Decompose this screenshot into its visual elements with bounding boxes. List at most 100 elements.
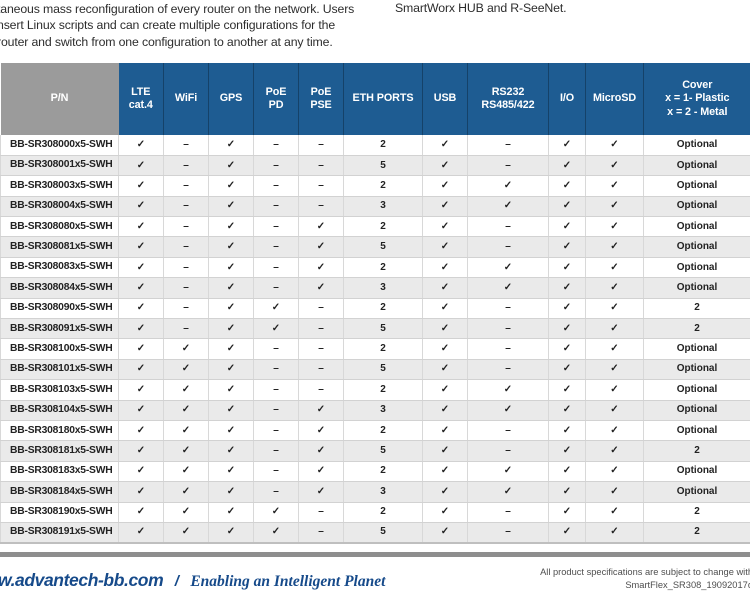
feature-cell-lte: ✓ xyxy=(118,400,164,421)
document-id: SmartFlex_SR308_19092017d xyxy=(625,579,750,590)
feature-cell-lte: ✓ xyxy=(118,461,164,483)
feature-cell-wifi: ✓ xyxy=(163,379,209,401)
feature-cell-io: ✓ xyxy=(548,522,586,544)
feature-cell-eth-ports: 5 xyxy=(343,359,423,381)
feature-cell-gps: ✓ xyxy=(208,440,254,462)
feature-cell-cover: Optional xyxy=(643,277,750,299)
table-row: BB-SR308004x5-SWH ✓ – ✓ – –3 ✓ ✓ ✓ ✓ Optional xyxy=(0,196,750,218)
feature-cell-eth-ports: 5 xyxy=(343,155,423,177)
feature-cell-poe-pse: – xyxy=(298,379,344,401)
part-number-cell: BB-SR308191x5-SWH xyxy=(0,522,119,544)
feature-cell-poe-pd: – xyxy=(253,359,299,381)
feature-cell-io: ✓ xyxy=(548,175,586,197)
feature-cell-microsd: ✓ xyxy=(585,277,644,299)
feature-cell-poe-pd: – xyxy=(253,155,299,177)
table-row: BB-SR308190x5-SWH ✓ ✓ ✓ ✓ –2 ✓ – ✓ ✓ 2 xyxy=(0,502,750,523)
feature-cell-rs232: – xyxy=(467,338,549,360)
part-number-cell: BB-SR308090x5-SWH xyxy=(0,298,119,320)
feature-cell-usb: ✓ xyxy=(422,196,468,218)
feature-cell-poe-pd: – xyxy=(253,338,299,360)
feature-cell-wifi: – xyxy=(163,318,209,340)
part-number-cell: BB-SR308001x5-SWH xyxy=(0,155,119,177)
feature-cell-eth-ports: 2 xyxy=(343,461,423,483)
feature-cell-usb: ✓ xyxy=(422,175,468,197)
feature-cell-lte: ✓ xyxy=(118,379,164,401)
feature-cell-usb: ✓ xyxy=(422,502,468,523)
feature-cell-microsd: ✓ xyxy=(585,298,644,320)
website-link[interactable]: w.advantech-bb.com xyxy=(0,570,164,590)
feature-cell-wifi: ✓ xyxy=(163,420,209,442)
feature-cell-lte: ✓ xyxy=(118,359,164,381)
feature-cell-poe-pse: ✓ xyxy=(298,461,344,483)
feature-cell-lte: ✓ xyxy=(118,175,164,197)
feature-cell-io: ✓ xyxy=(548,481,586,503)
feature-cell-microsd: ✓ xyxy=(585,236,644,258)
feature-cell-poe-pd: – xyxy=(253,379,299,401)
feature-cell-rs232: – xyxy=(467,298,549,320)
table-row: BB-SR308180x5-SWH ✓ ✓ ✓ – ✓ 2 ✓ – ✓ ✓ Optional xyxy=(0,420,750,442)
part-number-cell: BB-SR308003x5-SWH xyxy=(0,175,119,197)
part-number-cell: BB-SR308101x5-SWH xyxy=(0,359,119,381)
feature-cell-io: ✓ xyxy=(548,277,586,299)
feature-cell-gps: ✓ xyxy=(208,216,254,238)
part-number-cell: BB-SR308181x5-SWH xyxy=(0,440,119,462)
feature-cell-gps: ✓ xyxy=(208,135,254,156)
table-row: BB-SR308181x5-SWH ✓ ✓ ✓ – ✓ 5 ✓ – ✓ ✓ 2 xyxy=(0,440,750,462)
feature-cell-poe-pse: ✓ xyxy=(298,277,344,299)
feature-cell-cover: Optional xyxy=(643,155,750,177)
feature-cell-eth-ports: 2 xyxy=(343,338,423,360)
feature-cell-usb: ✓ xyxy=(422,318,468,340)
part-number-cell: BB-SR308104x5-SWH xyxy=(0,400,119,421)
feature-cell-lte: ✓ xyxy=(118,420,164,442)
feature-cell-usb: ✓ xyxy=(422,379,468,401)
feature-cell-poe-pse: – xyxy=(298,522,344,544)
table-row: BB-SR308084x5-SWH ✓ – ✓ – ✓ 3 ✓ ✓ ✓ ✓ Optional xyxy=(0,277,750,299)
feature-cell-rs232: ✓ xyxy=(467,379,549,401)
column-header-microsd: MicroSD xyxy=(585,63,644,135)
feature-cell-microsd: ✓ xyxy=(585,461,644,483)
feature-cell-poe-pd: ✓ xyxy=(253,318,299,340)
feature-cell-cover: 2 xyxy=(643,502,750,523)
feature-cell-poe-pd: – xyxy=(253,400,299,421)
part-number-cell: BB-SR308103x5-SWH xyxy=(0,379,119,401)
feature-cell-microsd: ✓ xyxy=(585,338,644,360)
feature-cell-poe-pd: – xyxy=(253,440,299,462)
feature-cell-usb: ✓ xyxy=(422,400,468,421)
feature-cell-microsd: ✓ xyxy=(585,502,644,523)
feature-cell-gps: ✓ xyxy=(208,502,254,523)
feature-cell-io: ✓ xyxy=(548,440,586,462)
feature-cell-wifi: ✓ xyxy=(163,440,209,462)
part-number-cell: BB-SR308080x5-SWH xyxy=(0,216,119,238)
column-header-wifi: WiFi xyxy=(163,63,209,135)
feature-cell-microsd: ✓ xyxy=(585,359,644,381)
feature-cell-io: ✓ xyxy=(548,196,586,218)
feature-cell-poe-pse: ✓ xyxy=(298,216,344,238)
feature-cell-microsd: ✓ xyxy=(585,135,644,156)
feature-cell-lte: ✓ xyxy=(118,522,164,544)
feature-cell-eth-ports: 2 xyxy=(343,298,423,320)
feature-cell-poe-pse: ✓ xyxy=(298,257,344,279)
feature-cell-rs232: – xyxy=(467,502,549,523)
feature-cell-io: ✓ xyxy=(548,257,586,279)
feature-cell-rs232: – xyxy=(467,135,549,156)
column-header-rs232: RS232 RS485/422 xyxy=(467,63,549,135)
feature-cell-usb: ✓ xyxy=(422,155,468,177)
feature-cell-wifi: – xyxy=(163,155,209,177)
feature-cell-gps: ✓ xyxy=(208,359,254,381)
feature-cell-lte: ✓ xyxy=(118,155,164,177)
table-row: BB-SR308003x5-SWH ✓ – ✓ – –2 ✓ ✓ ✓ ✓ Optional xyxy=(0,175,750,197)
feature-cell-microsd: ✓ xyxy=(585,216,644,238)
feature-cell-poe-pse: – xyxy=(298,502,344,523)
feature-cell-gps: ✓ xyxy=(208,338,254,360)
feature-cell-io: ✓ xyxy=(548,461,586,483)
feature-cell-cover: Optional xyxy=(643,379,750,401)
feature-cell-wifi: ✓ xyxy=(163,481,209,503)
feature-cell-microsd: ✓ xyxy=(585,257,644,279)
feature-cell-gps: ✓ xyxy=(208,481,254,503)
part-number-cell: BB-SR308081x5-SWH xyxy=(0,236,119,258)
feature-cell-rs232: – xyxy=(467,440,549,462)
feature-cell-cover: Optional xyxy=(643,338,750,360)
table-row: BB-SR308090x5-SWH ✓ – ✓ ✓ –2 ✓ – ✓ ✓ 2 xyxy=(0,298,750,320)
feature-cell-poe-pd: – xyxy=(253,236,299,258)
feature-cell-wifi: ✓ xyxy=(163,359,209,381)
